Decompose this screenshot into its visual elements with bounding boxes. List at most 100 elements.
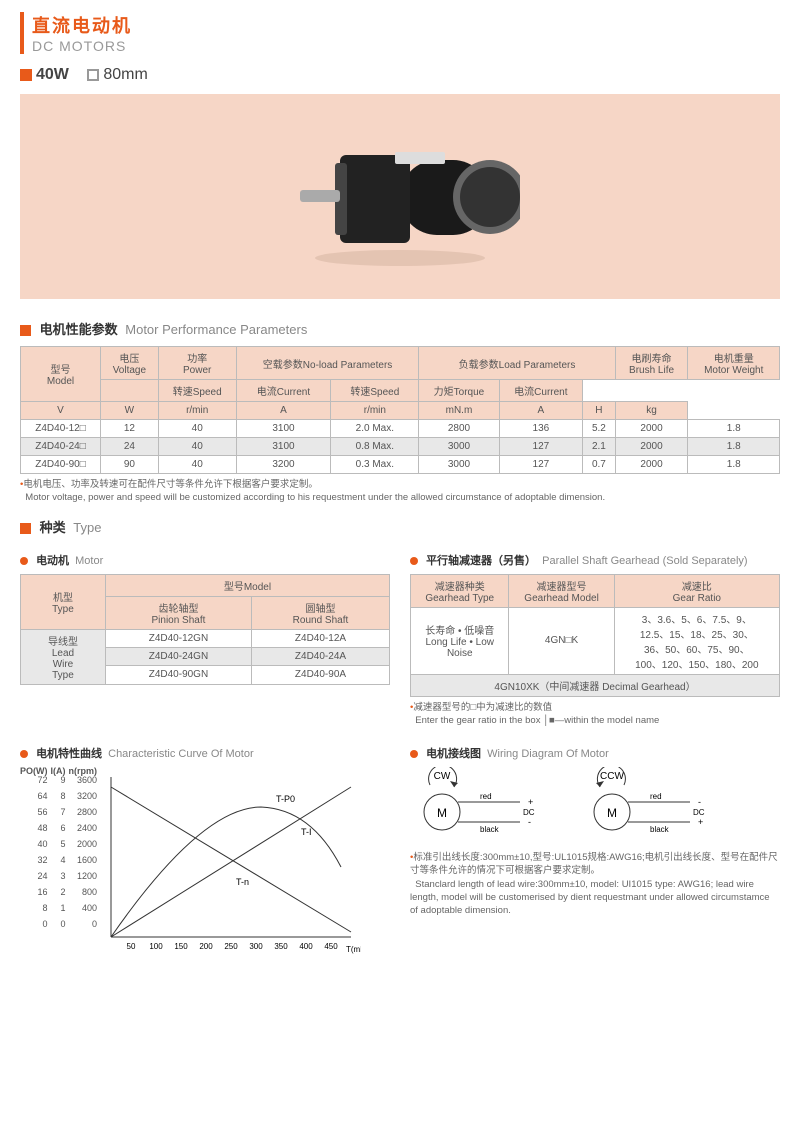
bullet-icon [410,557,418,565]
cell: 36、50、60、75、90、 [620,641,774,656]
hdr-power-en: Power [164,365,231,376]
unit-rmin1: r/min [158,402,236,420]
curve-label-ti: T-I [301,827,312,837]
table-row: 导线型LeadWireType Z4D40-12GNZ4D40-12A [21,629,390,647]
motor-sub-en: Motor [75,555,103,567]
cell: 127 [499,456,583,474]
cell: 导线型 [26,633,100,648]
label-red: red [480,792,492,801]
cell: Z4D40-90GN [105,666,251,684]
performance-table: 型号Model 电压Voltage 功率Power 空载参数No-load Pa… [20,346,780,474]
svg-text:150: 150 [174,942,188,951]
gear-note: •减速器型号的□中为减速比的数值 Enter the gear ratio in… [410,701,780,728]
cell: 3100 [236,420,331,438]
wiring-note-en: Stanclard length of lead wire:300mm±10, … [410,879,770,917]
curve-svg: T-P0 T-I T-n 50100150200250300350400450 … [101,767,361,957]
cell: Type [26,670,100,681]
cell: 2.1 [583,438,615,456]
page-header: 直流电动机 DC MOTORS [20,12,780,54]
cell: 3、3.6、5、6、7.5、9、 [620,611,774,626]
section-marker-icon [20,325,31,336]
hdr: 圆轴型 [257,600,384,615]
cell: Noise [416,648,503,659]
hdr-lt: 力矩Torque [419,380,499,402]
unit-mnm: mN.m [419,402,499,420]
label-cw: CW [434,771,451,782]
hdr-volt-en: Voltage [106,365,153,376]
cell: 0.3 Max. [331,456,419,474]
unit-a1: A [236,402,331,420]
hdr: 减速器型号 [514,578,608,593]
cell: 3100 [236,438,331,456]
cell: 90 [101,456,159,474]
label-plus: + [698,817,703,827]
wiring-diagram: CW M red black + DC - CCW [410,767,780,847]
svg-text:350: 350 [274,942,288,951]
hdr-noload: 空载参数No-load Parameters [236,347,419,380]
hdr-weight-en: Motor Weight [693,365,774,376]
cell: 长寿命 • 低噪音 [416,622,503,637]
gear-sub-en: Parallel Shaft Gearhead (Sold Separately… [542,555,747,567]
cell: 24 [101,438,159,456]
cell: Z4D40-24A [251,647,389,665]
cell: 4GN□K [509,607,614,674]
bullet-icon [20,557,28,565]
curve-label-tpo: T-P0 [276,794,295,804]
label-minus: - [698,797,701,807]
label-ccw: CCW [600,771,624,782]
svg-text:100: 100 [149,942,163,951]
table-row: 转速Speed 转速Speed 转速Speed 电流Current 转速Spee… [21,380,780,402]
cell: 3000 [419,456,499,474]
cell: 2000 [615,438,688,456]
x-unit: T(mN.m) [346,945,361,954]
hdr-volt-cn: 电压 [106,350,153,365]
cell: Z4D40-12A [251,629,389,647]
cell: 5.2 [583,420,615,438]
motor-sub-cn: 电动机 [36,555,69,567]
label-dc: DC [523,808,535,817]
spec-size: 80mm [103,66,147,83]
cell: Z4D40-24GN [105,647,251,665]
bullet-icon [410,750,418,758]
hdr: 减速比 [620,578,774,593]
cell: 2000 [615,456,688,474]
svg-text:400: 400 [299,942,313,951]
label-dc: DC [693,808,705,817]
cell: 3000 [419,438,499,456]
table-row: V W r/min A r/min mN.m A H kg [21,402,780,420]
hdr-nlc: 电流Current [236,380,331,402]
product-image-panel [20,94,780,299]
perf-note-cn: 电机电压、功率及转速可在配件尺寸等条件允许下根据客户要求定制。 [23,479,318,490]
cell: 12 [101,420,159,438]
cell: Z4D40-90□ [21,456,101,474]
cell: 12.5、15、18、25、30、 [620,626,774,641]
title-cn: 直流电动机 [32,12,780,38]
hdr-load: 负载参数Load Parameters [419,347,615,380]
wiring-sub-en: Wiring Diagram Of Motor [487,748,609,760]
wiring-subtitle: 电机接线图 Wiring Diagram Of Motor [410,745,780,761]
gear-note-cn: 减速器型号的□中为减速比的数值 [413,702,552,713]
cell: Z4D40-90A [251,666,389,684]
table-row: Z4D40-12□124031002.0 Max.28001365.220001… [21,420,780,438]
curve-subtitle: 电机特性曲线 Characteristic Curve Of Motor [20,745,390,761]
curve-label-tn: T-n [236,877,249,887]
unit-w: W [101,402,159,420]
type-title: 种类 Type [20,517,780,536]
hdr: 机型 [26,589,100,604]
curve-sub-en: Characteristic Curve Of Motor [108,748,253,760]
hdr: Gearhead Type [416,593,503,604]
cell: 40 [158,420,236,438]
perf-title-cn: 电机性能参数 [40,322,118,337]
svg-text:450: 450 [324,942,338,951]
hdr: 型号Model [105,574,389,596]
label-m: M [607,806,617,820]
gear-sub-cn: 平行轴减速器（另售） [426,555,536,567]
svg-text:50: 50 [127,942,136,951]
gear-note-en: Enter the gear ratio in the box │■—withi… [415,715,659,726]
cell: 0.7 [583,456,615,474]
wiring-sub-cn: 电机接线图 [426,748,481,760]
motor-subtitle: 电动机 Motor [20,552,390,568]
section-marker-icon [20,523,31,534]
svg-text:200: 200 [199,942,213,951]
unit-rmin2: r/min [331,402,419,420]
